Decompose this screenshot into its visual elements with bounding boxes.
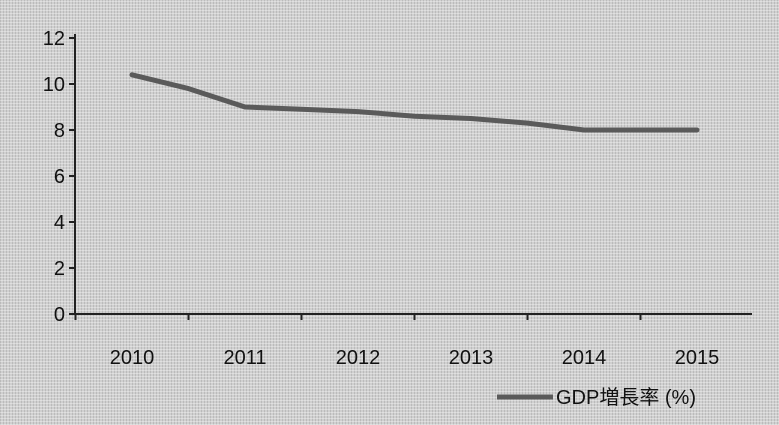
x-tick-label: 2012 bbox=[336, 347, 381, 369]
y-axis-ticks: 0 2 4 6 8 10 12 bbox=[43, 28, 75, 326]
data-point bbox=[638, 128, 643, 132]
y-tick-label: 4 bbox=[54, 212, 65, 234]
x-tick-label: 2011 bbox=[223, 347, 266, 369]
data-point bbox=[186, 86, 191, 91]
data-point bbox=[299, 107, 304, 112]
x-tick-label: 2010 bbox=[110, 347, 155, 369]
data-point bbox=[356, 109, 360, 114]
data-point bbox=[412, 114, 417, 119]
data-point bbox=[695, 128, 699, 132]
legend: GDP増長率 (%) bbox=[497, 386, 696, 409]
y-tick-label: 2 bbox=[54, 258, 65, 280]
series-line bbox=[129, 72, 700, 133]
y-tick-label: 10 bbox=[43, 74, 65, 96]
y-tick-label: 0 bbox=[54, 304, 65, 326]
x-axis-ticks: 2010 2011 2012 2013 2014 2015 bbox=[74, 314, 720, 369]
x-tick-label: 2013 bbox=[449, 347, 494, 369]
y-tick-label: 8 bbox=[54, 120, 65, 142]
data-point bbox=[469, 116, 473, 121]
data-point bbox=[243, 105, 247, 109]
x-tick-label: 2014 bbox=[562, 347, 607, 369]
y-tick-label: 6 bbox=[54, 166, 65, 188]
legend-label: GDP増長率 (%) bbox=[556, 386, 696, 409]
data-point bbox=[582, 128, 586, 132]
y-tick-label: 12 bbox=[43, 28, 65, 50]
chart-axes bbox=[74, 34, 752, 315]
data-point bbox=[525, 121, 530, 126]
series-group bbox=[129, 72, 700, 133]
x-tick-label: 2015 bbox=[675, 347, 720, 369]
data-point bbox=[130, 72, 134, 77]
